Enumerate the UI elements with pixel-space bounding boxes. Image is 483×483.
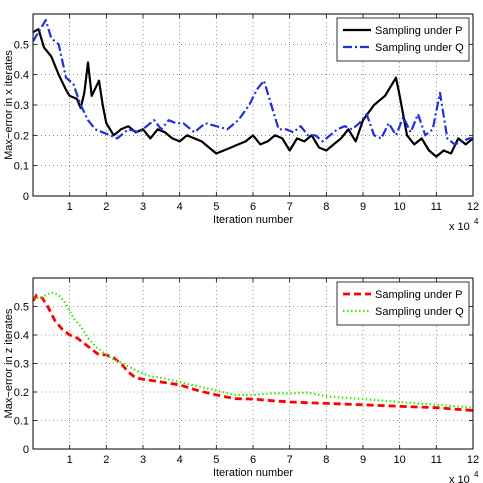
x-tick-label: 5 [213,454,219,466]
y-tick-label: 0.3 [14,359,29,371]
chart-x-iterates: 1 2 3 4 5 6 7 8 9 10 11 1200.10.20.30.40.5Iteration… [3,13,479,233]
y-tick-label: 0.4 [14,330,29,342]
y-tick-label: 0.5 [14,302,29,314]
legend-label: Sampling under P [375,289,462,301]
x-tick-label: 4 [177,454,183,466]
x-tick-label: 3 [140,201,146,213]
x-tick-label: 2 [103,201,109,213]
series-line-p [33,28,473,158]
x-tick-label: 12 [467,454,479,466]
series-line-q [33,19,473,146]
x-tick-label: 5 [213,201,219,213]
x-tick-label: 10 [394,454,406,466]
x-exponent-power: 4 [474,470,479,479]
y-tick-label: 0.5 [14,39,29,51]
y-tick-label: 0.3 [14,100,29,112]
y-tick-label: 0.1 [14,416,29,428]
y-tick-label: 0.4 [14,70,29,82]
x-tick-label: 8 [323,201,329,213]
x-tick-label: 12 [467,201,479,213]
x-tick-label: 9 [360,454,366,466]
y-axis-label: Max−error in z iterates [3,308,15,418]
x-axis-label: Iteration number [213,467,293,479]
x-axis-label: Iteration number [213,214,293,226]
x-tick-label: 3 [140,454,146,466]
legend-label: Sampling under P [375,25,462,37]
x-exponent-label: x 10 [449,474,470,483]
y-tick-label: 0.1 [14,161,29,173]
x-tick-label: 11 [431,454,442,466]
chart-z-iterates: 1 2 3 4 5 6 7 8 9 10 11 1200.10.20.30.40.5Iteration… [3,277,479,483]
x-tick-label: 8 [323,454,329,466]
x-tick-label: 10 [394,201,406,213]
legend-label: Sampling under Q [375,42,464,54]
axes-frame [32,277,474,450]
y-axis-label: Max−error in x iterates [3,50,15,160]
x-tick-label: 2 [103,454,109,466]
x-tick-label: 1 [67,454,73,466]
series-line-q [33,291,473,409]
y-tick-label: 0 [23,191,29,203]
series-line-p [33,293,473,412]
legend-label: Sampling under Q [375,306,464,318]
legend: Sampling under P Sampling under Q [336,17,470,62]
x-tick-label: 7 [287,201,293,213]
y-tick-label: 0 [23,444,29,456]
x-exponent-label: x 10 [449,221,470,233]
x-exponent-power: 4 [474,217,479,226]
y-tick-label: 0.2 [14,387,29,399]
x-tick-label: 7 [287,454,293,466]
x-tick-label: 9 [360,201,366,213]
x-tick-label: 4 [177,201,183,213]
x-tick-label: 1 [67,201,73,213]
axes-frame [32,13,474,197]
x-tick-label: 6 [250,454,256,466]
legend: Sampling under P Sampling under Q [336,281,470,326]
x-tick-label: 11 [431,201,442,213]
legend-box [336,17,470,62]
legend-box [336,281,470,326]
y-tick-label: 0.2 [14,130,29,142]
x-tick-label: 6 [250,201,256,213]
